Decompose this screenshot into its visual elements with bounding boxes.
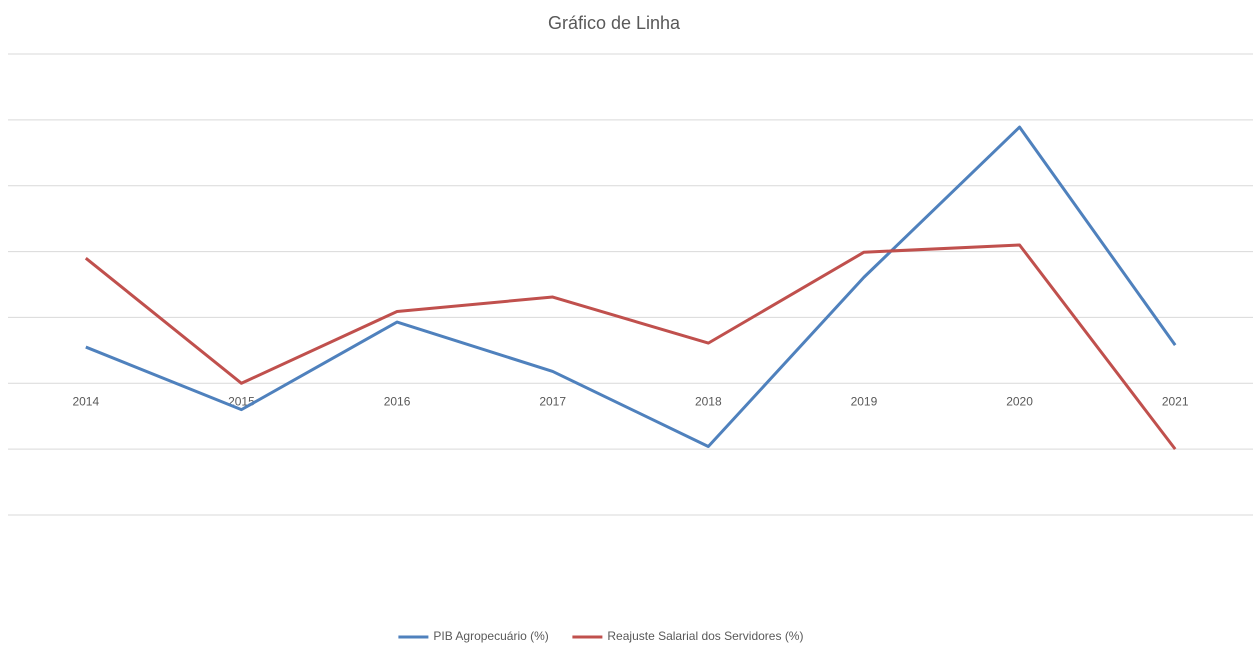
x-tick-label: 2017 xyxy=(539,394,566,408)
chart-title: Gráfico de Linha xyxy=(548,13,681,33)
x-tick-label: 2016 xyxy=(384,394,411,408)
x-tick-label: 2021 xyxy=(1162,394,1189,408)
x-tick-label: 2018 xyxy=(695,394,722,408)
legend-label: PIB Agropecuário (%) xyxy=(433,629,548,643)
data-line xyxy=(85,125,1177,449)
x-tick-label: 2019 xyxy=(851,394,878,408)
x-tick-label: 2020 xyxy=(1006,394,1033,408)
data-line xyxy=(84,243,1177,451)
legend-label: Reajuste Salarial dos Servidores (%) xyxy=(607,629,803,643)
x-tick-label: 2014 xyxy=(72,394,99,408)
